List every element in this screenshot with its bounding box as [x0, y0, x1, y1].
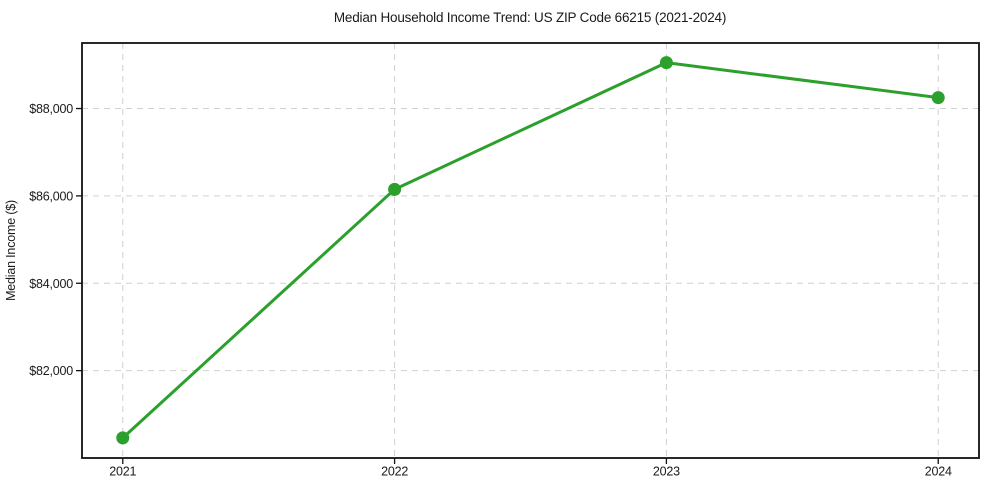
data-point-2021	[116, 431, 130, 445]
axis-tick-labels: $82,000 $84,000 $86,000 $88,000 2021 2022 2023…	[29, 102, 952, 478]
chart-title: Median Household Income Trend: US ZIP Co…	[334, 10, 726, 25]
x-tick-label: 2022	[381, 465, 408, 479]
x-tick-label: 2023	[653, 465, 680, 479]
y-tick-label: $88,000	[29, 102, 73, 116]
y-axis-label: Median Income ($)	[4, 200, 18, 301]
data-point-2022	[388, 182, 402, 196]
y-tick-label: $82,000	[29, 364, 73, 378]
y-tick-label: $84,000	[29, 277, 73, 291]
plot-border	[81, 42, 980, 459]
y-tick-label: $86,000	[29, 189, 73, 203]
vertical-gridlines	[122, 43, 939, 458]
axis-ticks	[76, 107, 939, 464]
x-tick-label: 2021	[109, 465, 136, 479]
x-tick-label: 2024	[925, 465, 952, 479]
data-point-2023	[659, 56, 673, 70]
horizontal-gridlines	[82, 108, 979, 372]
data-point-2024	[931, 91, 945, 105]
trend-line	[121, 61, 940, 440]
data-series	[116, 56, 945, 445]
